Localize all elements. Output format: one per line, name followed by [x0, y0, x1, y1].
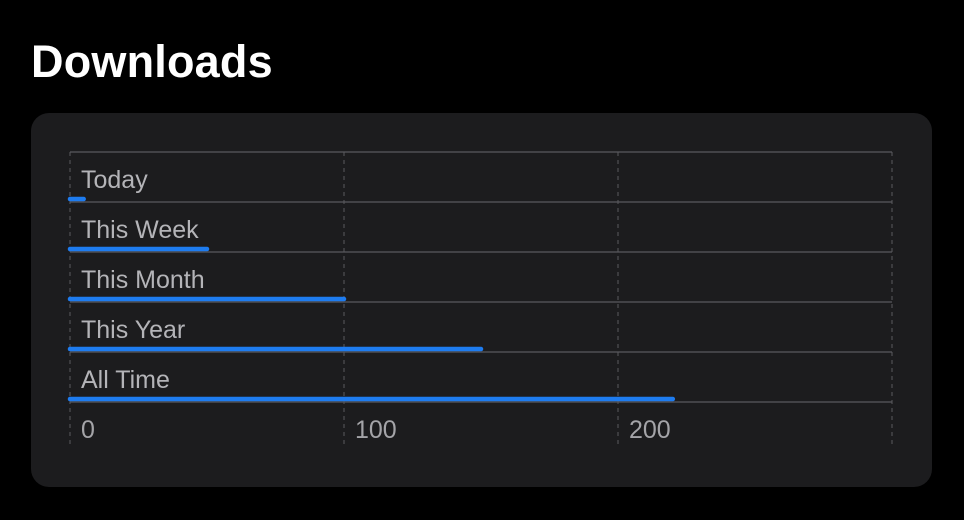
- category-label: Today: [81, 166, 148, 194]
- category-label: All Time: [81, 366, 170, 394]
- category-label: This Year: [81, 316, 185, 344]
- category-label: This Month: [81, 266, 205, 294]
- x-tick-label: 200: [629, 416, 671, 444]
- x-tick-label: 100: [355, 416, 397, 444]
- category-label: This Week: [81, 216, 199, 244]
- bars: [67, 196, 676, 402]
- page-title: Downloads: [31, 36, 273, 87]
- x-axis-tick-labels: 0 100 200: [81, 416, 671, 444]
- x-tick-label: 0: [81, 416, 95, 444]
- category-labels: Today This Week This Month This Year All Tim…: [81, 166, 205, 394]
